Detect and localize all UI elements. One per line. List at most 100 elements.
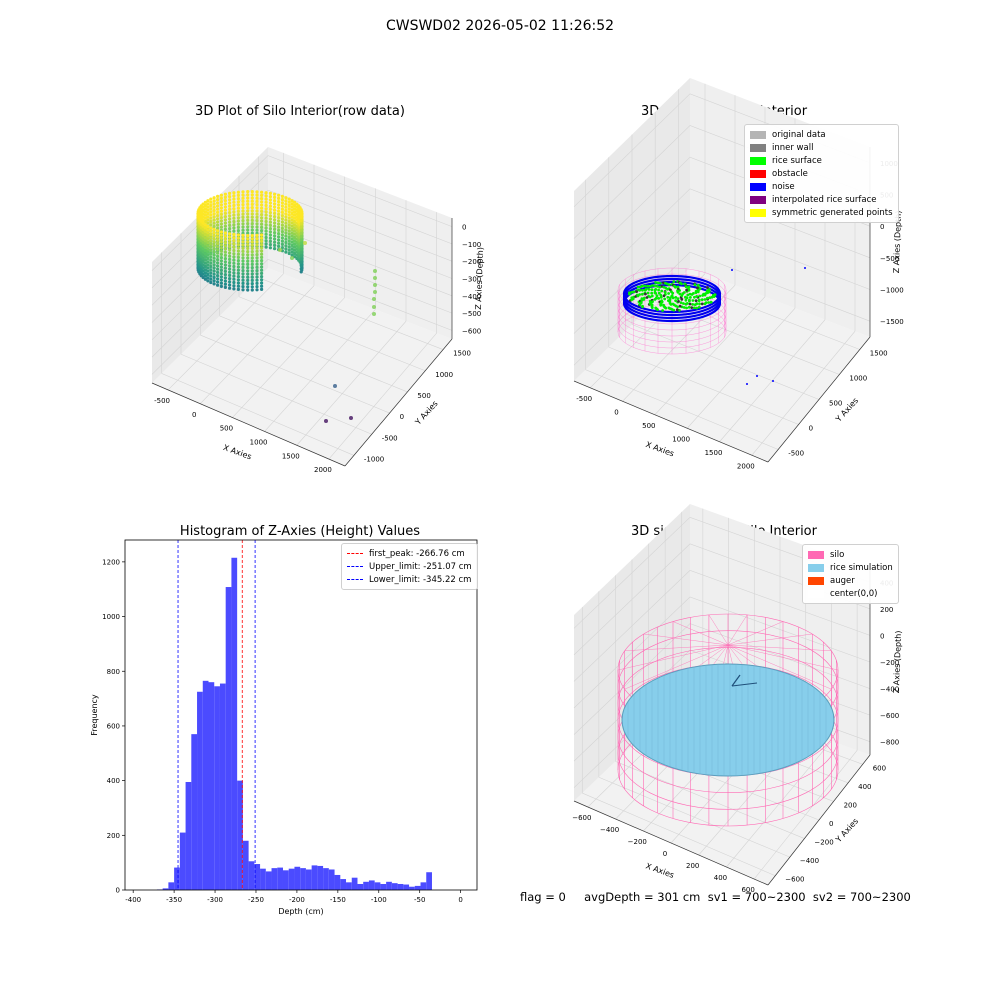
legend-swatch — [808, 563, 824, 572]
raw-point — [255, 225, 259, 229]
raw-point — [216, 238, 220, 242]
classify-rice-surface-point — [660, 289, 664, 293]
raw-point — [236, 222, 240, 226]
raw-point — [299, 235, 303, 239]
raw-point — [216, 226, 220, 230]
raw-point — [223, 266, 227, 270]
raw-point — [287, 239, 291, 243]
raw-point — [246, 190, 250, 194]
classify-rice-surface-point — [677, 300, 680, 303]
raw-point — [206, 266, 210, 270]
raw-point — [236, 239, 240, 243]
raw-point — [219, 209, 223, 213]
raw-point — [232, 252, 236, 256]
raw-point — [268, 195, 272, 199]
raw-point — [260, 206, 264, 210]
raw-point — [223, 260, 227, 264]
raw-point — [203, 213, 207, 217]
raw-point — [277, 193, 281, 197]
raw-point — [232, 284, 236, 288]
raw-point — [216, 194, 220, 198]
raw-point — [241, 193, 245, 197]
classify-rice-surface-point — [662, 294, 666, 298]
raw-point — [277, 244, 281, 248]
hist-ytick-label: 400 — [107, 777, 120, 785]
raw-point — [209, 236, 213, 240]
raw-point — [219, 212, 223, 216]
raw-point — [241, 281, 245, 285]
classify-legend: original data inner wall rice surface obsta… — [744, 124, 899, 223]
raw-point — [250, 262, 254, 266]
raw-point — [264, 191, 268, 195]
classify-rice-surface-point — [706, 296, 709, 300]
raw-point — [232, 232, 236, 237]
classify-rice-surface-point — [651, 300, 654, 303]
classify-grid-y — [585, 369, 779, 450]
raw-point — [241, 243, 245, 247]
hist-bar — [282, 870, 289, 890]
raw-xtick-label: 500 — [220, 425, 233, 433]
raw-point — [260, 203, 264, 207]
classify-rice-surface-point — [666, 287, 669, 291]
raw-point — [241, 215, 245, 219]
raw-point — [203, 277, 207, 281]
raw-point — [236, 206, 240, 210]
raw-point — [268, 220, 272, 224]
raw-point — [277, 203, 281, 207]
raw-point — [246, 231, 250, 235]
raw-grid-z — [151, 259, 453, 375]
classify-rice-surface-point — [650, 294, 654, 298]
classify-rice-surface-point — [630, 290, 634, 294]
classify-rice-surface-point — [704, 301, 708, 305]
sim-ytick-label: −600 — [785, 876, 804, 884]
raw-point — [219, 200, 223, 204]
raw-point — [246, 285, 250, 289]
classify-rice-surface-point — [693, 283, 697, 287]
classify-rice-surface-point — [707, 301, 711, 304]
raw-point — [284, 250, 288, 254]
raw-point — [212, 269, 216, 273]
raw-point — [203, 255, 207, 259]
classify-rice-surface-point — [711, 294, 715, 297]
raw-point — [287, 248, 291, 252]
raw-point — [216, 264, 220, 268]
classify-legend-entry: interpolated rice surface — [750, 193, 893, 206]
raw-point — [223, 234, 227, 238]
raw-point — [293, 229, 297, 233]
raw-grid-x — [328, 332, 437, 460]
raw-point — [223, 231, 227, 235]
hist-bar — [323, 868, 329, 891]
raw-point — [255, 193, 259, 197]
classify-legend-entry: rice surface — [750, 154, 893, 167]
raw-point — [293, 213, 297, 217]
raw-point — [293, 200, 297, 204]
raw-point — [284, 218, 288, 222]
classify-rice-surface-point — [703, 298, 707, 301]
raw-xtick-label: 1000 — [250, 438, 268, 446]
raw-point — [232, 210, 236, 214]
hist-legend-entry: Lower_limit: -345.22 cm — [347, 573, 472, 586]
classify-legend-entry: noise — [750, 180, 893, 193]
raw-point — [277, 232, 281, 236]
hist-legend-entry: first_peak: -266.76 cm — [347, 547, 472, 560]
raw-point — [232, 191, 236, 195]
raw-ztick-label: −300 — [462, 276, 481, 284]
raw-point — [203, 210, 207, 214]
legend-swatch — [750, 130, 766, 139]
raw-point — [260, 262, 264, 266]
sim-auger-arm — [731, 682, 758, 687]
raw-point — [299, 238, 303, 242]
raw-point — [212, 231, 216, 235]
legend-swatch — [808, 589, 824, 598]
hist-bar — [242, 840, 249, 890]
raw-point — [209, 264, 213, 269]
sim-grid-z — [573, 570, 871, 682]
classify-legend-entry: symmetric generated points — [750, 206, 893, 219]
raw-point — [246, 288, 250, 292]
sim-silo-roof-strut — [727, 621, 784, 646]
figure-suptitle: CWSWD02 2026-05-02 11:26:52 — [385, 18, 615, 34]
raw-point — [228, 220, 232, 224]
raw-point — [228, 261, 232, 265]
classify-rice-surface-point — [667, 292, 670, 295]
raw-point — [209, 252, 213, 256]
